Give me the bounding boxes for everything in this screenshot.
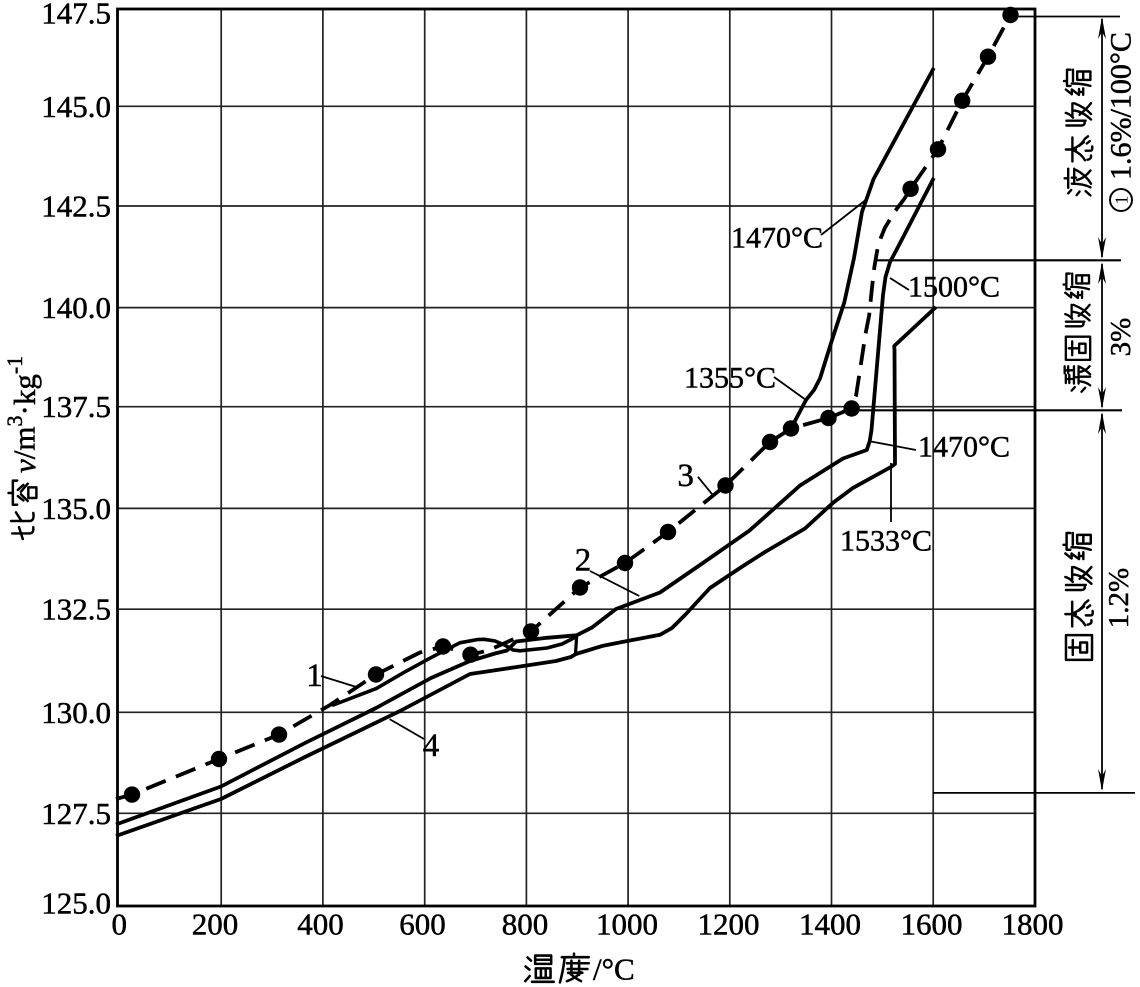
svg-text:127.5: 127.5 [41,796,111,831]
svg-text:800: 800 [502,907,549,942]
svg-text:3: 3 [677,458,694,494]
svg-text:137.5: 137.5 [41,389,111,424]
svg-text:1600: 1600 [901,907,963,942]
svg-text:1500°C: 1500°C [908,271,1000,304]
svg-text:2: 2 [575,543,592,579]
svg-text:140.0: 140.0 [41,290,111,325]
svg-text:135.0: 135.0 [41,491,111,526]
svg-text:1.2%: 1.2% [1103,568,1135,628]
svg-text:1355°C: 1355°C [684,362,776,395]
svg-text:132.5: 132.5 [41,592,111,627]
svg-text:v/m3·kg-1: v/m3·kg-1 [2,356,42,473]
svg-text:1: 1 [306,658,323,694]
svg-text:1.6%/100°C: 1.6%/100°C [1105,32,1138,180]
svg-text:600: 600 [399,907,446,942]
svg-text:3%: 3% [1105,318,1137,357]
svg-text:1000: 1000 [596,907,658,942]
svg-text:1200: 1200 [698,907,760,942]
svg-text:4: 4 [423,728,440,764]
svg-text:125.0: 125.0 [41,886,111,921]
svg-text:200: 200 [192,907,239,942]
svg-text:145.0: 145.0 [41,89,111,124]
svg-text:400: 400 [297,907,344,942]
svg-text:1400: 1400 [799,907,861,942]
svg-text:1470°C: 1470°C [731,222,823,255]
svg-text:1533°C: 1533°C [840,525,932,558]
svg-text:/°C: /°C [593,952,635,987]
svg-text:1: 1 [1112,196,1132,205]
svg-text:130.0: 130.0 [41,695,111,730]
svg-text:1470°C: 1470°C [918,431,1010,464]
svg-text:1800: 1800 [1002,907,1064,942]
svg-text:147.5: 147.5 [41,0,111,31]
svg-text:142.5: 142.5 [41,189,111,224]
svg-text:0: 0 [112,907,128,942]
